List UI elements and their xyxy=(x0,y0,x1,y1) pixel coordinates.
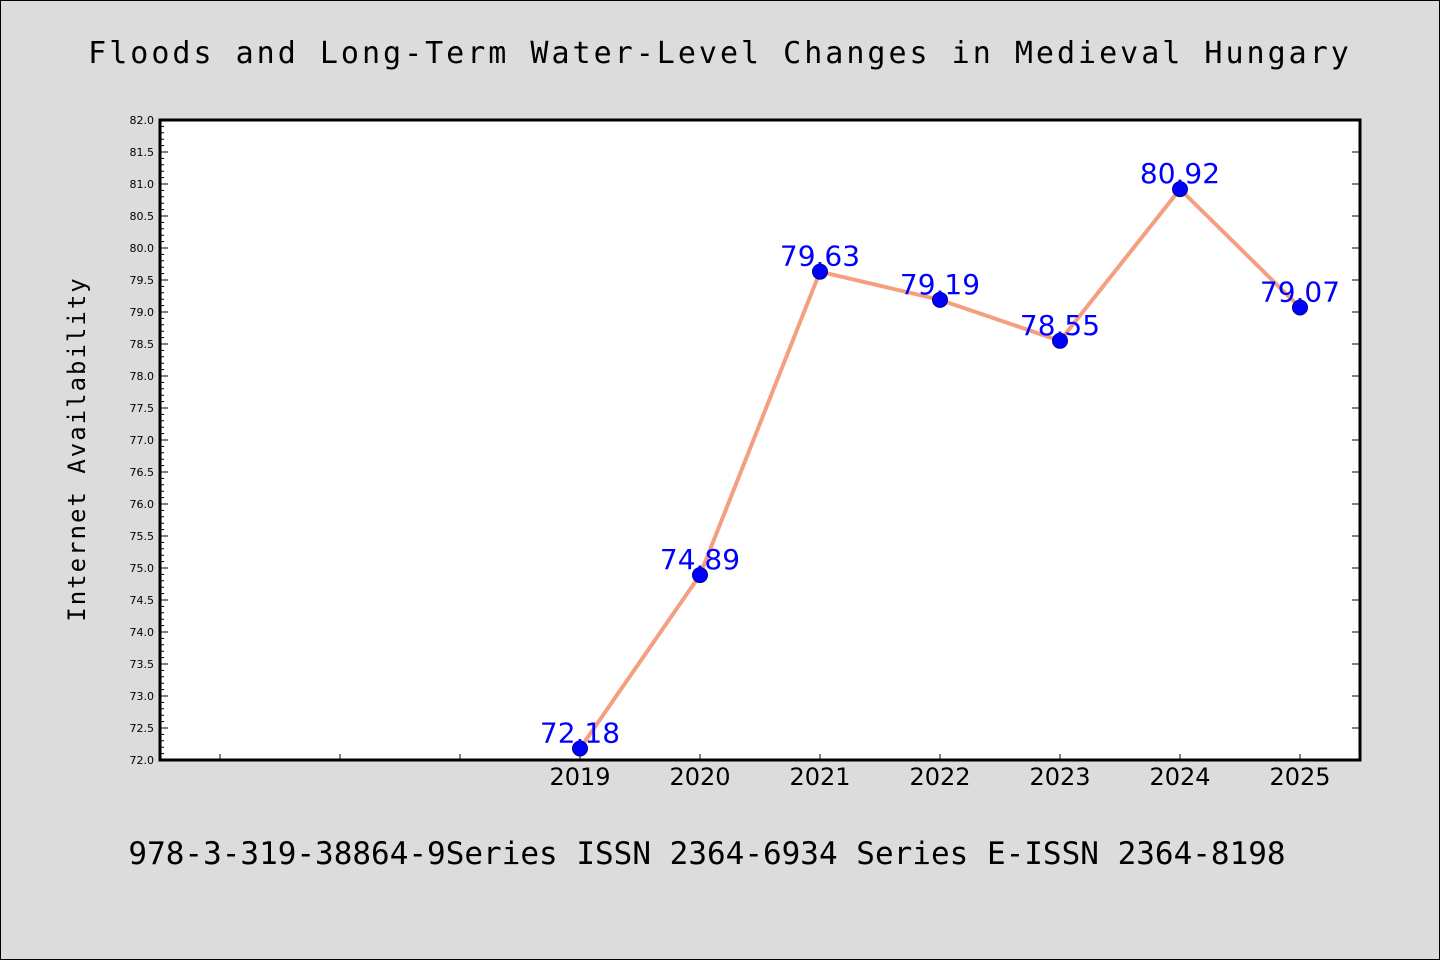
x-tick-label: 2019 xyxy=(549,763,610,791)
footer-citation: 978-3-319-38864-9Series ISSN 2364-6934 S… xyxy=(128,836,1285,872)
y-tick-label: 81.0 xyxy=(130,178,155,191)
y-tick-label: 82.0 xyxy=(130,114,155,127)
x-tick-label: 2021 xyxy=(789,763,850,791)
y-tick-label: 72.5 xyxy=(130,722,155,735)
y-tick-label: 72.0 xyxy=(130,754,155,767)
y-tick-label: 74.0 xyxy=(130,626,155,639)
data-point xyxy=(572,740,588,757)
y-axis-ticks: 72.0 72.5 73.0 73.5 74.0 74.5 75.0 75.5 76.0 76.5… xyxy=(130,114,1360,767)
y-tick-label: 81.5 xyxy=(130,146,155,159)
x-tick-label: 2020 xyxy=(669,763,730,791)
data-point xyxy=(812,263,828,280)
data-value-label: 74.89 xyxy=(660,543,740,576)
y-tick-label: 75.5 xyxy=(130,530,155,543)
plot-area xyxy=(158,118,1362,762)
y-tick-label: 78.0 xyxy=(130,370,155,383)
y-tick-label: 76.0 xyxy=(130,498,155,511)
data-labels: 72.18 74.89 79.63 79.19 78.55 80.92 79.07 xyxy=(540,157,1340,749)
data-value-label: 79.19 xyxy=(900,268,980,301)
data-value-label: 79.07 xyxy=(1260,276,1340,309)
y-tick-label: 80.5 xyxy=(130,210,155,223)
y-tick-label: 77.5 xyxy=(130,402,155,415)
y-tick-label: 73.5 xyxy=(130,658,155,671)
data-point xyxy=(932,291,948,308)
data-value-label: 80.92 xyxy=(1140,157,1220,190)
y-tick-label: 77.0 xyxy=(130,434,155,447)
x-tick-label: 2025 xyxy=(1269,763,1330,791)
y-tick-label: 78.5 xyxy=(130,338,155,351)
y-tick-label: 75.0 xyxy=(130,562,155,575)
data-value-label: 78.55 xyxy=(1020,309,1100,342)
data-point xyxy=(692,567,708,584)
chart-title: Floods and Long-Term Water-Level Changes… xyxy=(88,36,1352,71)
data-value-label: 72.18 xyxy=(540,716,620,749)
y-tick-label: 73.0 xyxy=(130,690,155,703)
y-axis-label: Internet Availability xyxy=(63,276,91,621)
x-axis-ticks: 2019 2020 2021 2022 2023 2024 2025 xyxy=(219,754,1331,791)
y-tick-label: 80.0 xyxy=(130,242,155,255)
y-tick-label: 74.5 xyxy=(130,594,155,607)
data-value-label: 79.63 xyxy=(780,240,860,273)
y-tick-label: 76.5 xyxy=(130,466,155,479)
y-tick-label: 79.5 xyxy=(130,274,155,287)
data-point xyxy=(1292,299,1308,316)
y-tick-label: 79.0 xyxy=(130,306,155,319)
x-tick-label: 2022 xyxy=(909,763,970,791)
x-tick-label: 2024 xyxy=(1149,763,1210,791)
x-tick-label: 2023 xyxy=(1029,763,1090,791)
data-point xyxy=(1172,181,1188,198)
series-layer xyxy=(572,181,1308,757)
data-point xyxy=(1052,332,1068,349)
